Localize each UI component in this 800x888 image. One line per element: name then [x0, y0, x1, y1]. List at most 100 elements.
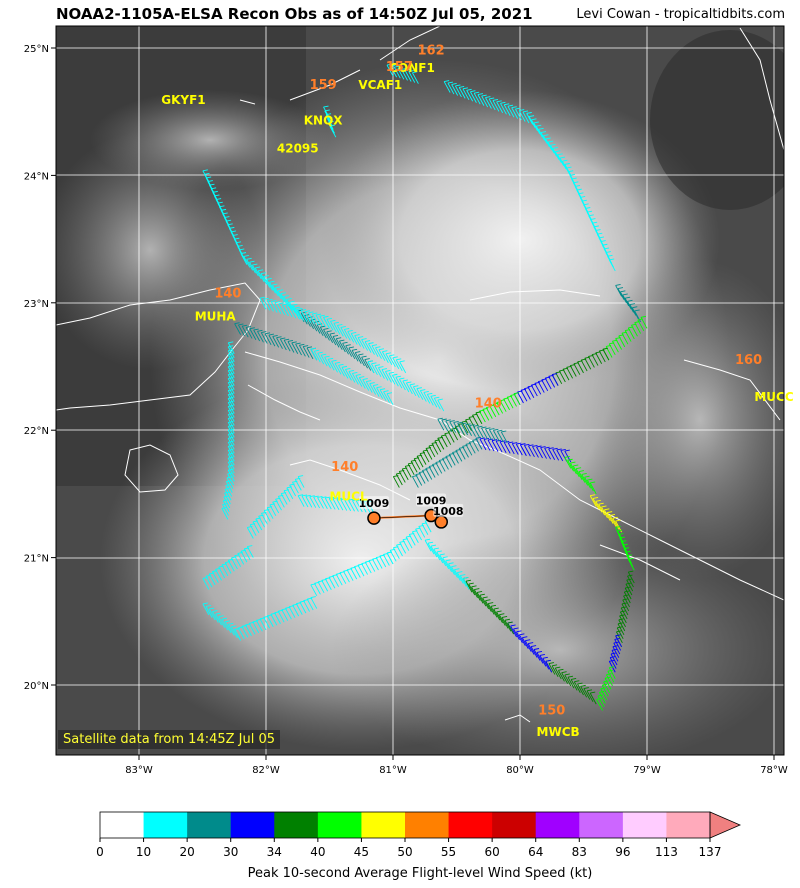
flight-level-label: 160 — [735, 353, 762, 368]
colorbar-tick-label: 10 — [136, 845, 151, 859]
colorbar-extend-arrow — [709, 811, 742, 839]
flight-level-label: 140 — [475, 396, 502, 411]
lon-tick-label: 83°W — [125, 765, 153, 776]
colorbar-segment — [535, 812, 580, 838]
lat-tick-label: 20°N — [24, 681, 49, 692]
colorbar-tick-label: 50 — [397, 845, 412, 859]
colorbar-tick-label: 40 — [310, 845, 325, 859]
flight-tracks — [202, 63, 648, 711]
wind-barb-leg — [596, 666, 616, 711]
axis-ticks: 83°W 82°W 81°W 80°W 79°W 78°W 25°N 24°N 23°N 22°N… — [24, 44, 788, 776]
colorbar-segment — [666, 812, 711, 838]
lat-tick-label: 24°N — [24, 171, 49, 182]
station-label: MUCC — [754, 390, 793, 404]
colorbar-segment — [405, 812, 450, 838]
colorbar-tick-label: 60 — [485, 845, 500, 859]
colorbar-tick-label: 137 — [699, 845, 722, 859]
lat-lon-grid — [56, 26, 784, 755]
map-title: NOAA2-1105A-ELSA Recon Obs as of 14:50Z … — [56, 5, 533, 23]
colorbar-segment — [317, 812, 362, 838]
wind-barb-leg — [297, 494, 375, 514]
wind-barb-leg — [424, 538, 470, 590]
wind-barb-leg — [443, 80, 534, 125]
wind-barb-leg — [475, 436, 527, 456]
wind-barb-leg — [615, 283, 642, 323]
lon-tick-label: 78°W — [760, 765, 788, 776]
lat-tick-label: 21°N — [24, 554, 49, 565]
colorbar-segment — [100, 812, 145, 838]
station-label: GKYF1 — [161, 93, 205, 107]
colorbar-segment — [361, 812, 406, 838]
wind-barb-leg — [615, 526, 635, 571]
map-frame — [55, 25, 785, 756]
wind-barb-leg — [259, 296, 330, 329]
colorbar-segment — [579, 812, 624, 838]
wind-barb-leg — [545, 659, 597, 705]
colorbar-segment — [448, 812, 493, 838]
wind-barb-leg — [367, 360, 445, 412]
colorbar-segment — [274, 812, 319, 838]
flight-level-label: 162 — [418, 43, 445, 58]
wind-barb-leg — [323, 315, 407, 374]
station-label: MWCB — [537, 725, 580, 739]
lat-tick-label: 25°N — [24, 44, 49, 55]
wind-barb-leg — [221, 468, 235, 520]
station-label: 42095 — [277, 141, 319, 155]
colorbar-segment — [143, 812, 188, 838]
map-labels: GKYF1 CONF1 VCAF1 KNQX 42095 MUHA MUCC MUCL MWCB… — [161, 43, 794, 739]
lon-tick-label: 80°W — [506, 765, 534, 776]
colorbar-label: Peak 10-second Average Flight-level Wind… — [247, 866, 593, 881]
center-fix-marker — [367, 511, 381, 525]
colorbar-tick-label: 83 — [572, 845, 587, 859]
wind-barb-leg — [240, 252, 305, 323]
flight-level-label: 140 — [331, 460, 358, 475]
wind-barb-leg — [551, 347, 610, 386]
wind-barb-leg — [310, 551, 394, 597]
wind-barb-leg — [323, 105, 337, 138]
wind-barb-leg — [513, 373, 559, 405]
wind-barb-leg — [234, 596, 318, 641]
wind-barb-leg — [202, 169, 248, 265]
lon-tick-label: 82°W — [252, 765, 280, 776]
colorbar-segment — [492, 812, 537, 838]
colorbar-tick-label: 64 — [528, 845, 543, 859]
colorbar-tick-label: 113 — [655, 845, 678, 859]
wind-barb-leg — [310, 347, 394, 405]
wind-barb-leg — [564, 162, 616, 272]
wind-speed-colorbar: 0 10 20 30 34 40 45 50 55 60 64 83 96 113 137 — [96, 811, 742, 859]
colorbar-tick-label: 34 — [267, 845, 282, 859]
wind-barb-leg — [386, 63, 419, 84]
colorbar-tick-label: 96 — [615, 845, 630, 859]
lat-tick-label: 22°N — [24, 426, 49, 437]
station-label: KNQX — [304, 113, 344, 127]
colorbar-tick-label: 30 — [223, 845, 238, 859]
wind-barb-leg — [437, 417, 508, 444]
colorbar-tick-label: 55 — [441, 845, 456, 859]
center-pressure-label: 1009 — [359, 497, 390, 510]
flight-level-label: 159 — [310, 78, 337, 93]
colorbar-segment — [230, 812, 275, 838]
station-label: MUCL — [329, 489, 367, 503]
station-label: MUHA — [195, 310, 237, 324]
wind-barb-leg — [227, 341, 235, 482]
flight-level-label: 140 — [214, 287, 241, 302]
wind-barb-leg — [246, 475, 305, 539]
lon-tick-label: 81°W — [379, 765, 407, 776]
satellite-timestamp: Satellite data from 14:45Z Jul 05 — [58, 730, 281, 749]
colorbar-segment — [622, 812, 667, 838]
wind-barb-leg — [507, 621, 553, 673]
colorbar-tick-label: 0 — [96, 845, 104, 859]
colorbar-segment — [187, 812, 232, 838]
wind-barb-leg — [526, 111, 572, 176]
wind-barb-leg — [392, 436, 445, 488]
lon-tick-label: 79°W — [633, 765, 661, 776]
wind-barb-leg — [564, 455, 597, 495]
colorbar-tick-label: 45 — [354, 845, 369, 859]
lat-tick-label: 23°N — [24, 299, 49, 310]
wind-barb-leg — [386, 519, 432, 565]
wind-barb-leg — [519, 443, 572, 463]
station-label: VCAF1 — [358, 78, 402, 92]
wind-barb-leg — [202, 545, 254, 590]
